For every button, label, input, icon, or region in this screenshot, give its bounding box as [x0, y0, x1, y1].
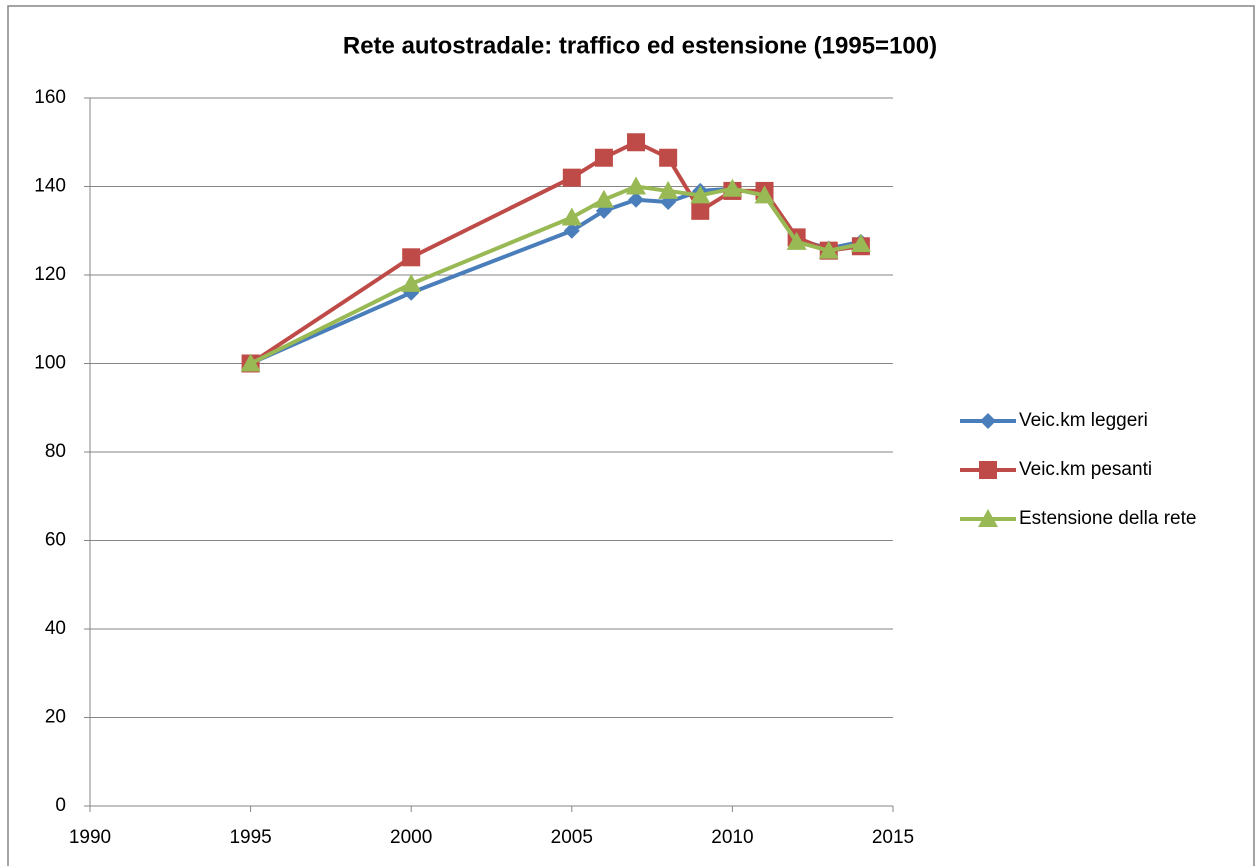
marker	[690, 185, 711, 204]
y-tick-label: 120	[34, 264, 66, 285]
marker	[593, 189, 614, 208]
marker	[979, 461, 997, 479]
y-tick-label: 0	[55, 795, 66, 816]
marker	[402, 248, 421, 267]
y-tick-label: 100	[34, 353, 66, 374]
marker	[691, 201, 710, 220]
y-tick-label: 80	[45, 441, 66, 462]
x-tick-label: 2005	[551, 827, 593, 848]
x-tick-label: 1990	[69, 827, 111, 848]
y-tick-label: 160	[34, 87, 66, 108]
y-tick-label: 60	[45, 530, 66, 551]
marker	[240, 353, 261, 372]
marker	[563, 222, 580, 239]
marker	[980, 413, 996, 429]
marker	[786, 231, 807, 250]
marker	[627, 133, 646, 152]
marker	[658, 180, 679, 199]
legend-label: Estensione della rete	[1019, 508, 1196, 529]
y-tick-label: 40	[45, 618, 66, 639]
marker	[401, 273, 422, 292]
y-tick-label: 20	[45, 707, 66, 728]
marker	[978, 509, 998, 527]
marker	[562, 168, 581, 187]
marker	[850, 234, 871, 253]
marker	[659, 148, 678, 167]
chart-title: Rete autostradale: traffico ed estension…	[343, 32, 937, 59]
x-tick-label: 2010	[711, 827, 753, 848]
legend-label: Veic.km leggeri	[1019, 410, 1148, 431]
x-tick-label: 2000	[390, 827, 432, 848]
marker	[818, 240, 839, 259]
marker	[626, 176, 647, 195]
y-tick-label: 140	[34, 176, 66, 197]
marker	[628, 191, 645, 208]
marker	[594, 148, 613, 167]
marker	[561, 207, 582, 226]
legend-label: Veic.km pesanti	[1019, 459, 1152, 480]
marker	[722, 178, 743, 197]
x-tick-label: 1995	[229, 827, 271, 848]
marker	[754, 185, 775, 204]
x-tick-label: 2015	[872, 827, 914, 848]
